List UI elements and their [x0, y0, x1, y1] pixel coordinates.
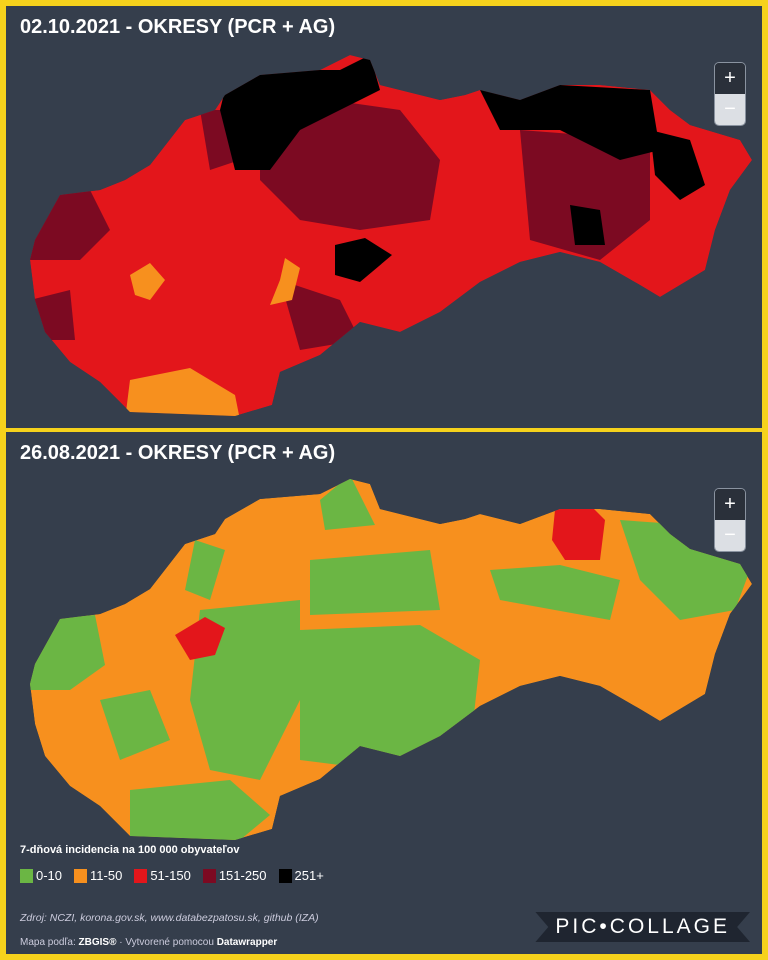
- legend-label: 51-150: [150, 868, 191, 883]
- credit-prefix: Mapa podľa:: [20, 937, 79, 948]
- districts-11-50: [125, 258, 300, 416]
- districts-0-10: [30, 479, 750, 840]
- zoom-control: + −: [714, 488, 746, 552]
- legend-item: 0-10: [20, 868, 62, 883]
- districts-251-plus: [220, 55, 705, 282]
- legend-label: 11-50: [90, 868, 123, 883]
- legend-title: 7-dňová incidencia na 100 000 obyvateľov: [20, 844, 240, 856]
- legend-swatch: [134, 868, 148, 883]
- zoom-in-button[interactable]: +: [715, 489, 745, 520]
- zoom-out-button[interactable]: −: [715, 520, 745, 551]
- legend-label: 151-250: [218, 868, 267, 883]
- legend-label: 251+: [294, 868, 324, 883]
- legend-item: 251+: [278, 868, 324, 883]
- map-title: 26.08.2021 - OKRESY (PCR + AG): [20, 442, 336, 464]
- credit-middle: · Vytvorené pomocou: [116, 937, 217, 948]
- legend: 0-10 11-50 51-150 151-250 251+: [20, 868, 324, 883]
- map-2021-10-02: [30, 55, 752, 416]
- legend-item: 51-150: [134, 868, 191, 883]
- legend-swatch: [20, 868, 33, 883]
- zoom-out-button[interactable]: −: [715, 94, 745, 125]
- zbgis-link[interactable]: ZBGIS®: [78, 937, 117, 948]
- pic-collage-watermark: PIC•COLLAGE: [535, 912, 750, 942]
- districts-51-150: [175, 500, 605, 660]
- legend-label: 0-10: [36, 868, 63, 883]
- legend-swatch: [202, 868, 216, 883]
- map-2021-08-26: [30, 479, 752, 840]
- legend-item: 151-250: [202, 868, 267, 883]
- credit-note: Mapa podľa: ZBGIS® · Vytvorené pomocou D…: [20, 937, 277, 948]
- legend-swatch: [278, 868, 292, 883]
- source-note: Zdroj: NCZI, korona.gov.sk, www.databezp…: [20, 912, 319, 924]
- map-title: 02.10.2021 - OKRESY (PCR + AG): [20, 16, 336, 38]
- legend-swatch: [74, 868, 88, 883]
- datawrapper-link[interactable]: Datawrapper: [216, 937, 278, 948]
- legend-item: 11-50: [74, 868, 122, 883]
- zoom-control: + −: [714, 62, 746, 126]
- zoom-in-button[interactable]: +: [715, 63, 745, 94]
